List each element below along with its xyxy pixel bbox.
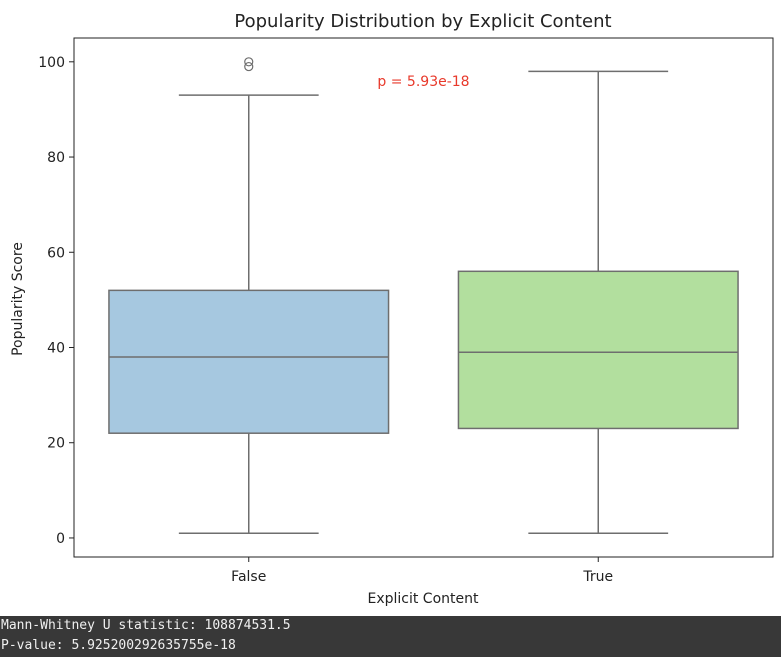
y-tick-label-100: 100 [38,55,65,71]
x-tick-label-false: False [231,569,266,585]
y-tick-label-40: 40 [47,340,65,356]
x-axis-label: Explicit Content [367,591,479,607]
plot-frame [73,37,774,558]
box-plot-chart: Popularity Distribution by Explicit Cont… [10,11,774,607]
box-false [108,289,390,434]
console-line-pvalue: P-value: 5.925200292635755e-18 [1,638,236,653]
y-axis-label: Popularity Score [10,242,26,356]
y-tick-label-80: 80 [47,150,65,166]
y-tick-label-20: 20 [47,436,65,452]
console-line-statistic: Mann-Whitney U statistic: 108874531.5 [1,618,291,633]
p-value-annotation: p = 5.93e-18 [377,74,469,90]
chart-title: Popularity Distribution by Explicit Cont… [234,11,611,32]
box-true [457,270,739,430]
x-tick-label-true: True [582,569,613,585]
y-tick-label-60: 60 [47,245,65,261]
outlier-false-0 [244,61,254,72]
y-tick-label-0: 0 [56,531,65,547]
console-output: Mann-Whitney U statistic: 108874531.5 P-… [0,616,781,657]
plot-area: 0 20 40 60 80 100 False True p = 5.93e-18 [38,37,774,585]
outlier-false-1 [244,57,254,67]
